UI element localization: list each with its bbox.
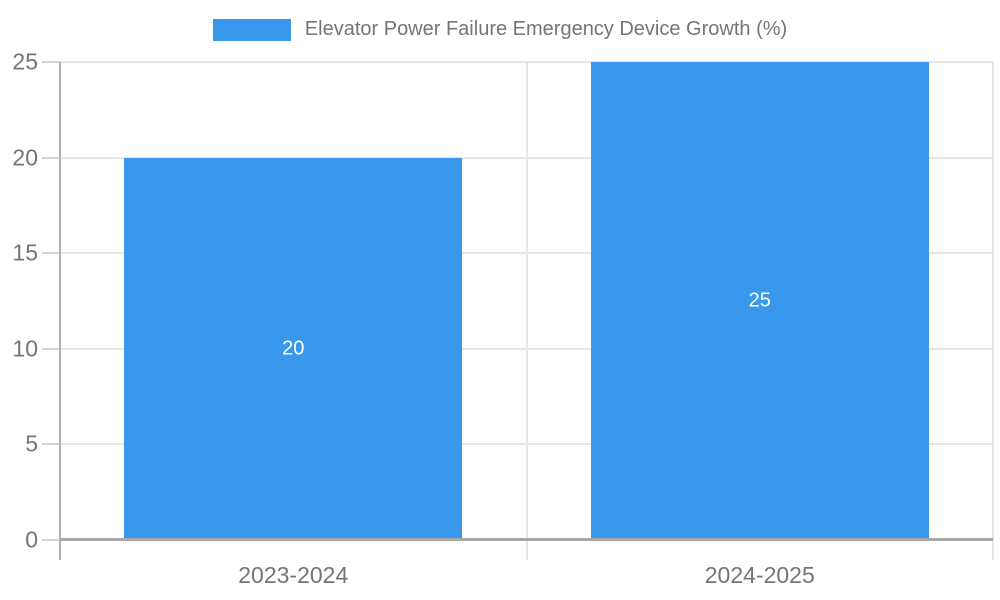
bar-value-label: 20 <box>282 337 305 360</box>
x-axis-label: 2023-2024 <box>238 562 349 588</box>
y-axis-label: 5 <box>25 430 38 457</box>
bar-value-label: 25 <box>748 289 771 312</box>
y-axis-tick <box>42 443 60 446</box>
y-axis-label: 0 <box>25 526 38 553</box>
plot-area: 0 5 10 15 20 25 20 25 2023-2024 2024-2025 <box>12 50 994 588</box>
category-boundary-line <box>525 62 528 560</box>
x-axis-line <box>60 538 993 541</box>
legend-label: Elevator Power Failure Emergency Device … <box>304 18 788 40</box>
y-axis-label: 25 <box>12 48 38 75</box>
y-axis-line <box>59 62 61 560</box>
bar[interactable] <box>590 62 929 540</box>
legend-swatch <box>212 18 291 41</box>
y-axis-label: 15 <box>12 239 38 266</box>
chart-legend[interactable]: Elevator Power Failure Emergency Device … <box>0 18 1000 41</box>
y-axis-tick <box>42 61 60 63</box>
y-axis-tick <box>42 252 60 255</box>
y-axis-tick <box>42 539 60 541</box>
y-axis-label: 20 <box>12 144 38 171</box>
y-axis-tick <box>42 156 60 159</box>
y-axis-tick <box>42 347 60 350</box>
x-axis-label: 2024-2025 <box>704 562 815 588</box>
bar[interactable] <box>124 157 463 540</box>
y-axis-label: 10 <box>12 335 38 362</box>
category-boundary-line <box>992 62 994 560</box>
